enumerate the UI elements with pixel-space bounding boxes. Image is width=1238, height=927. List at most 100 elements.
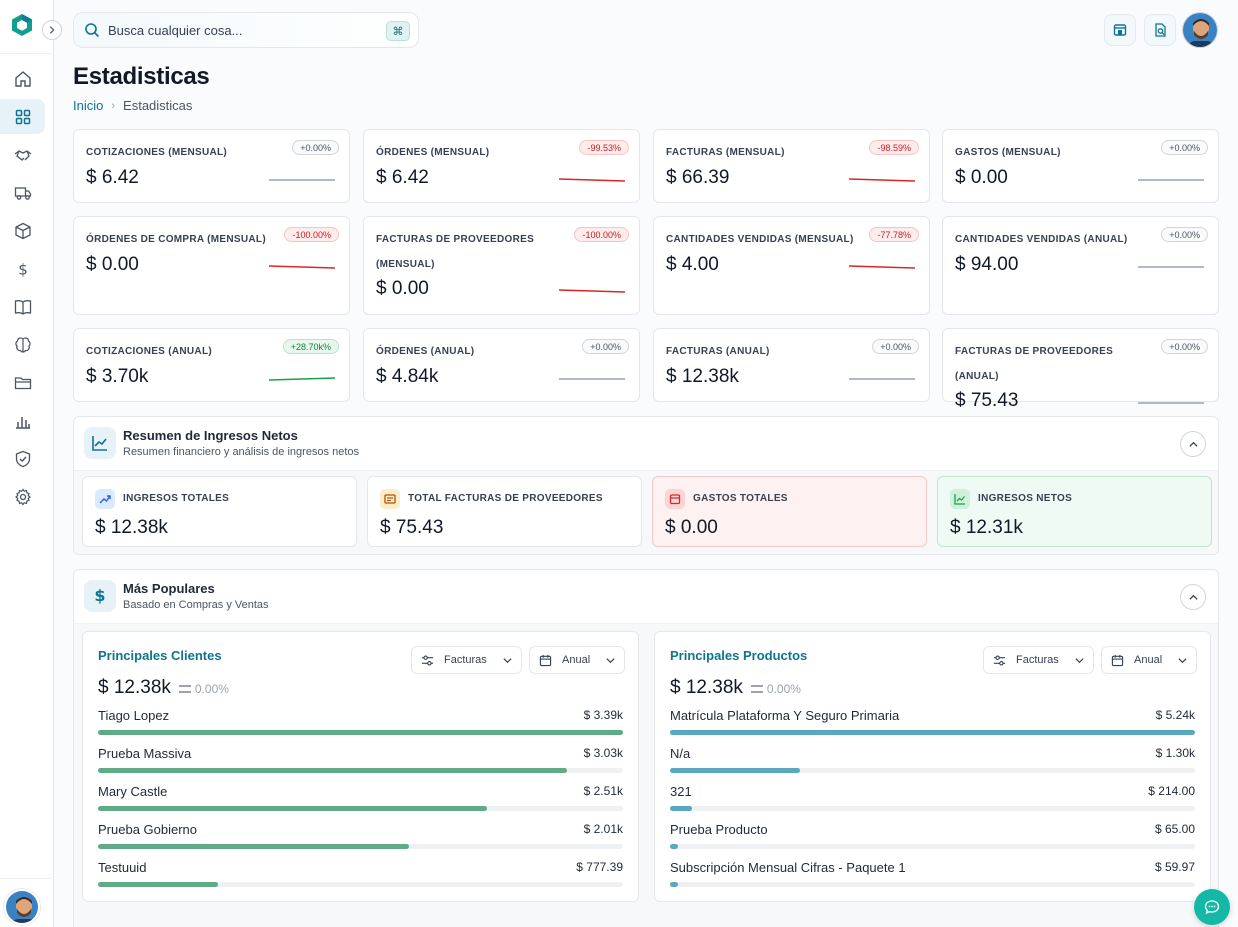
stat-value: $ 66.39 <box>666 167 730 188</box>
chevron-down-icon <box>503 658 512 664</box>
search-input[interactable]: Busca cualquier cosa... <box>108 22 243 38</box>
sidebar-item-home[interactable] <box>0 61 45 96</box>
sidebar-divider <box>0 878 54 879</box>
progress-track <box>670 806 1195 811</box>
sidebar-divider <box>0 53 54 54</box>
filter-select[interactable]: Facturas <box>411 646 522 674</box>
chevron-right-icon <box>49 26 55 34</box>
sparkline <box>269 179 335 181</box>
truck-icon <box>14 186 31 200</box>
stat-value: $ 0.00 <box>955 167 1008 188</box>
stat-label: COTIZACIONES (MENSUAL) <box>86 147 228 158</box>
calendar-icon <box>1111 654 1124 666</box>
panel-subtitle: Basado en Compras y Ventas <box>123 599 269 611</box>
sidebar-item-book[interactable] <box>0 289 45 324</box>
period-select[interactable]: Anual <box>529 646 625 674</box>
sidebar-item-handshake[interactable] <box>0 137 45 172</box>
list-item: N/a $ 1.30k <box>670 746 1195 784</box>
equal-icon <box>750 685 763 693</box>
sparkline <box>558 289 626 293</box>
stat-card: FACTURAS DE PROVEEDORES (ANUAL) $ 75.43 +0… <box>942 328 1219 411</box>
stat-label: CANTIDADES VENDIDAS (MENSUAL) <box>666 234 854 245</box>
header-avatar[interactable] <box>1182 12 1218 48</box>
total-value: $ 12.38k <box>670 677 743 698</box>
document-search-button[interactable] <box>1144 14 1176 46</box>
stat-label: ÓRDENES (ANUAL) <box>376 346 475 357</box>
chevron-right-icon: › <box>111 99 116 112</box>
chat-button[interactable] <box>1194 889 1230 925</box>
list-item: Mary Castle $ 2.51k <box>98 784 623 822</box>
progress-bar <box>670 844 678 849</box>
progress-track <box>670 768 1195 773</box>
filter-value: Facturas <box>1016 654 1059 666</box>
stat-card: COTIZACIONES (ANUAL) $ 3.70k +28.70k% <box>73 328 350 402</box>
progress-bar <box>670 882 678 887</box>
store-button[interactable] <box>1104 14 1136 46</box>
summary-value: $ 75.43 <box>380 517 444 538</box>
sidebar-item-box[interactable] <box>0 213 45 248</box>
sidebar-item-gear[interactable] <box>0 479 45 514</box>
change-badge: -98.59% <box>869 140 919 155</box>
filter-select[interactable]: Facturas <box>983 646 1094 674</box>
chevron-down-icon <box>1075 658 1084 664</box>
summary-card: TOTAL FACTURAS DE PROVEEDORES $ 75.43 <box>367 476 642 547</box>
breadcrumb: Inicio › Estadisticas <box>73 98 192 113</box>
trending-up-icon <box>95 489 115 509</box>
sidebar-item-dashboard-grid[interactable] <box>0 99 45 134</box>
chevron-down-icon <box>606 658 615 664</box>
line-chart-icon <box>950 489 970 509</box>
sidebar: $ <box>0 0 54 927</box>
progress-bar <box>670 730 1195 735</box>
stat-card: FACTURAS (ANUAL) $ 12.38k +0.00% <box>653 328 930 402</box>
stat-label: GASTOS (MENSUAL) <box>955 147 1061 158</box>
shortcut-badge: ⌘ <box>386 21 410 41</box>
collapse-panel-button[interactable] <box>1180 431 1206 457</box>
change-indicator: 0.00% <box>750 682 801 696</box>
sidebar-item-truck[interactable] <box>0 175 45 210</box>
summary-card: INGRESOS TOTALES $ 12.38k <box>82 476 357 547</box>
item-amount: $ 777.39 <box>576 860 623 874</box>
change-badge: -77.78% <box>869 227 919 242</box>
item-amount: $ 2.01k <box>583 822 623 836</box>
sliders-icon <box>421 654 434 666</box>
sidebar-item-dollar[interactable]: $ <box>0 251 45 286</box>
collapse-panel-button[interactable] <box>1180 584 1206 610</box>
stat-label: FACTURAS (ANUAL) <box>666 346 770 357</box>
sidebar-item-shield-check[interactable] <box>0 441 45 476</box>
home-icon <box>14 70 31 87</box>
item-name: 321 <box>670 784 692 799</box>
breadcrumb-home-link[interactable]: Inicio <box>73 98 104 113</box>
sparkline <box>268 377 336 381</box>
change-badge: +0.00% <box>1161 227 1208 242</box>
sidebar-item-brain[interactable] <box>0 327 45 362</box>
item-amount: $ 65.00 <box>1154 822 1195 836</box>
search-bar[interactable]: Busca cualquier cosa... ⌘ <box>73 12 419 48</box>
dashboard-grid-icon <box>15 109 30 124</box>
total-value-row: $ 12.38k 0.00% <box>98 677 229 699</box>
change-badge: +0.00% <box>1161 140 1208 155</box>
sidebar-item-bar-chart[interactable] <box>0 403 45 438</box>
progress-bar <box>98 730 623 735</box>
sparkline <box>1138 266 1204 268</box>
book-icon <box>14 299 31 315</box>
sparkline <box>558 178 626 182</box>
sidebar-item-folder[interactable] <box>0 365 45 400</box>
list-item: Prueba Massiva $ 3.03k <box>98 746 623 784</box>
period-select[interactable]: Anual <box>1101 646 1197 674</box>
app-logo[interactable] <box>10 13 34 37</box>
list-item: 321 $ 214.00 <box>670 784 1195 822</box>
change-badge: +0.00% <box>292 140 339 155</box>
summary-card: GASTOS TOTALES $ 0.00 <box>652 476 927 547</box>
calendar-icon <box>539 654 552 666</box>
progress-bar <box>98 768 568 773</box>
total-value: $ 12.38k <box>98 677 171 698</box>
period-value: Anual <box>1134 654 1163 666</box>
list-item: Prueba Producto $ 65.00 <box>670 822 1195 860</box>
change-indicator: 0.00% <box>178 682 229 696</box>
progress-track <box>98 882 623 887</box>
sidebar-collapse-button[interactable] <box>42 20 62 40</box>
progress-bar <box>670 768 801 773</box>
store-icon <box>1113 24 1127 36</box>
summary-label: INGRESOS NETOS <box>978 493 1073 504</box>
user-avatar[interactable] <box>4 889 40 925</box>
